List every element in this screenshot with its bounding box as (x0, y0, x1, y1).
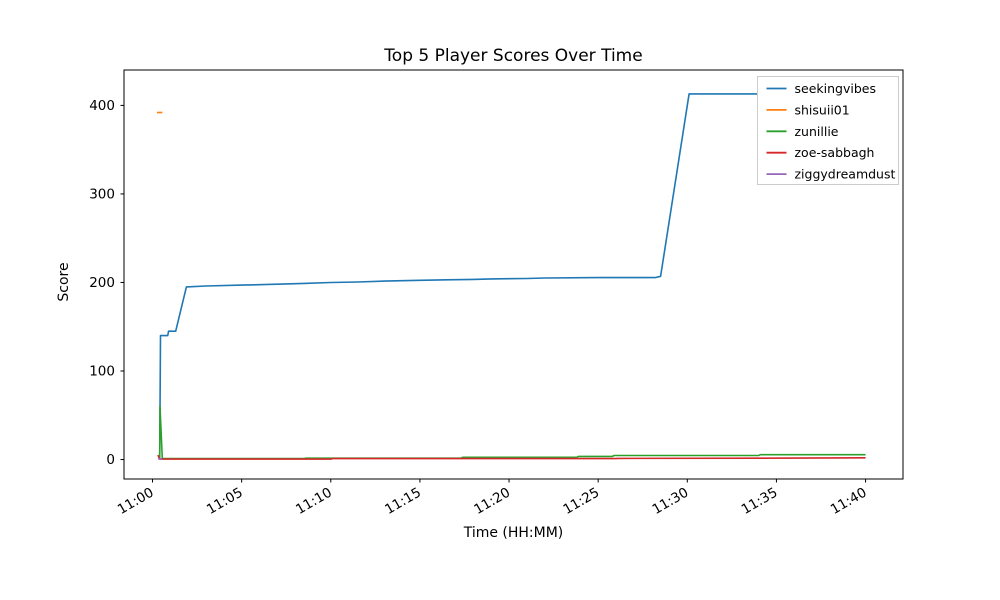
series-line-zoe-sabbagh (157, 454, 866, 460)
x-tick-label: 11:05 (204, 485, 246, 518)
legend-label-seekingvibes: seekingvibes (795, 81, 876, 96)
y-tick-label: 100 (89, 363, 115, 379)
legend-label-shisuii01: shisuii01 (795, 102, 850, 117)
legend-label-zunillie: zunillie (795, 124, 839, 139)
y-tick-label: 0 (106, 452, 115, 468)
series-line-ziggydreamdust (157, 457, 163, 461)
y-tick-label: 300 (89, 186, 115, 202)
x-tick-label: 11:30 (650, 485, 692, 518)
legend-label-zoe-sabbagh: zoe-sabbagh (795, 145, 875, 160)
y-tick-label: 200 (89, 275, 115, 291)
chart-title: Top 5 Player Scores Over Time (384, 46, 643, 66)
x-tick-label: 11:20 (471, 485, 513, 518)
x-tick-label: 11:25 (560, 485, 602, 518)
plot-frame (123, 69, 904, 480)
x-axis-label: Time (HH:MM) (463, 525, 564, 541)
series-line-zunillie (158, 405, 866, 460)
legend-label-ziggydreamdust: ziggydreamdust (795, 167, 896, 182)
series-line-seekingvibes (158, 93, 866, 458)
x-tick-label: 11:35 (739, 485, 781, 518)
x-tick-label: 11:15 (382, 485, 424, 518)
x-tick-label: 11:10 (293, 485, 335, 518)
x-tick-label: 11:40 (828, 485, 870, 518)
x-tick-label: 11:00 (115, 485, 157, 518)
y-tick-label: 400 (89, 98, 115, 114)
